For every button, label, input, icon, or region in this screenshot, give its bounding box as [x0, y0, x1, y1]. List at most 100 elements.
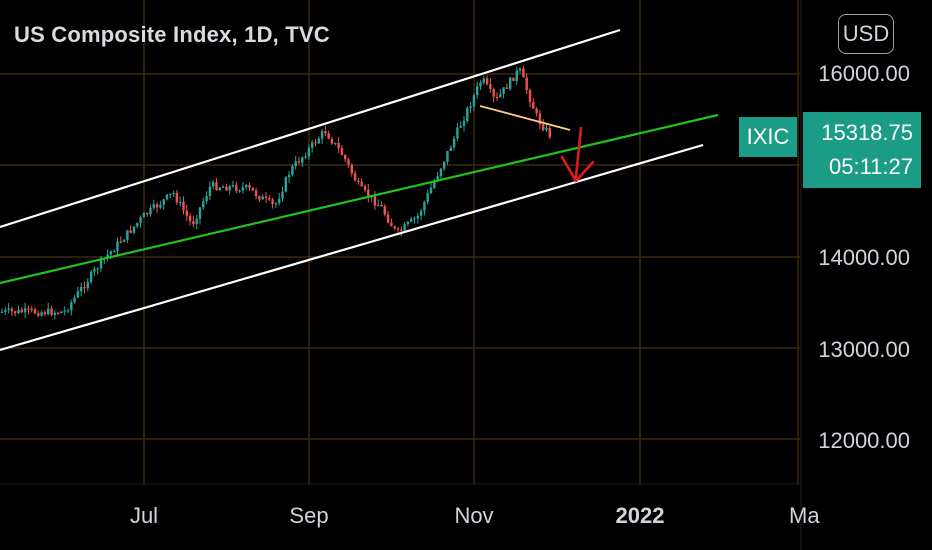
candle-body	[188, 215, 192, 222]
candle-body	[452, 138, 456, 148]
candle-body	[113, 251, 116, 253]
price-tick-label: 12000.00	[818, 428, 910, 453]
candle-body	[126, 230, 129, 240]
candle-body	[472, 95, 476, 107]
candle-body	[525, 77, 528, 91]
candle-body	[515, 70, 518, 82]
candle-body	[198, 207, 202, 219]
candlestick-series	[0, 65, 551, 320]
candle-body	[419, 210, 423, 216]
candle-body	[350, 164, 353, 174]
candle-body	[518, 68, 522, 71]
last-price-value: 15318.75	[821, 120, 913, 145]
candle-body	[218, 187, 221, 190]
candle-body	[380, 204, 383, 207]
candle-body	[449, 147, 452, 151]
candle-body	[258, 196, 261, 200]
candle-body	[538, 113, 542, 125]
candle-body	[311, 142, 314, 148]
candle-body	[169, 193, 172, 195]
candle-body	[17, 309, 20, 314]
candle-body	[238, 190, 241, 192]
candle-body	[261, 196, 264, 200]
candle-body	[400, 229, 403, 231]
candle-body	[304, 156, 307, 158]
candle-body	[86, 281, 89, 289]
candle-body	[429, 187, 433, 194]
candle-body	[7, 308, 10, 310]
chart-grid	[0, 0, 802, 550]
candle-body	[545, 127, 548, 131]
candle-body	[0, 311, 4, 314]
candle-body	[373, 196, 377, 206]
candle-body	[446, 150, 449, 162]
candle-body	[320, 131, 324, 139]
candle-body	[499, 93, 502, 98]
candle-body	[509, 77, 512, 89]
candle-body	[33, 309, 37, 314]
candle-body	[142, 213, 146, 218]
candle-body	[307, 147, 311, 157]
currency-button[interactable]: USD	[838, 14, 894, 54]
candle-body	[149, 207, 152, 215]
candle-body	[456, 127, 459, 139]
candle-body	[63, 310, 66, 312]
candle-body	[469, 106, 472, 108]
candle-body	[76, 291, 80, 298]
candle-body	[172, 193, 175, 195]
candle-body	[416, 215, 419, 219]
candle-body	[360, 182, 363, 187]
candle-body	[139, 217, 142, 223]
candle-body	[377, 204, 380, 207]
support-trend-line	[0, 113, 719, 285]
candle-body	[479, 82, 482, 87]
candle-body	[278, 198, 281, 204]
countdown-timer: 05:11:27	[828, 154, 913, 179]
candle-body	[403, 224, 406, 231]
candle-body	[99, 258, 103, 269]
candle-body	[301, 157, 304, 163]
candle-body	[502, 87, 505, 94]
candle-body	[284, 177, 287, 192]
time-tick-label: 2022	[615, 503, 665, 528]
candle-body	[10, 308, 14, 312]
down-arrow-icon	[560, 126, 595, 183]
candle-body	[340, 148, 344, 155]
candle-body	[297, 161, 301, 163]
candle-body	[271, 199, 274, 205]
candle-body	[146, 213, 149, 215]
candle-body	[274, 203, 278, 205]
candle-body	[202, 201, 205, 208]
candle-body	[512, 77, 515, 82]
candle-body	[119, 241, 122, 243]
candle-body	[317, 138, 320, 144]
candle-body	[109, 251, 113, 255]
candle-body	[495, 96, 499, 98]
candle-body	[106, 254, 109, 259]
symbol-badge[interactable]: IXIC	[739, 117, 797, 157]
candle-body	[363, 186, 367, 190]
candle-body	[40, 312, 43, 316]
candle-body	[485, 78, 489, 85]
candle-body	[185, 210, 188, 216]
candle-body	[228, 186, 231, 191]
candle-body	[390, 222, 393, 227]
candle-body	[159, 204, 162, 208]
candle-body	[96, 268, 99, 270]
candle-body	[89, 271, 93, 282]
candle-body	[542, 124, 545, 131]
candle-body	[14, 311, 17, 314]
candle-body	[353, 173, 357, 181]
candle-body	[423, 202, 426, 211]
candle-body	[281, 191, 284, 199]
last-price-badge: 15318.75 05:11:27	[803, 112, 921, 188]
candle-body	[522, 68, 525, 78]
candle-body	[330, 138, 334, 144]
candle-body	[60, 311, 63, 314]
candle-body	[116, 241, 119, 252]
candle-body	[528, 90, 532, 103]
candle-body	[23, 308, 27, 313]
price-tick-label: 16000.00	[818, 61, 910, 86]
candle-body	[221, 186, 225, 188]
